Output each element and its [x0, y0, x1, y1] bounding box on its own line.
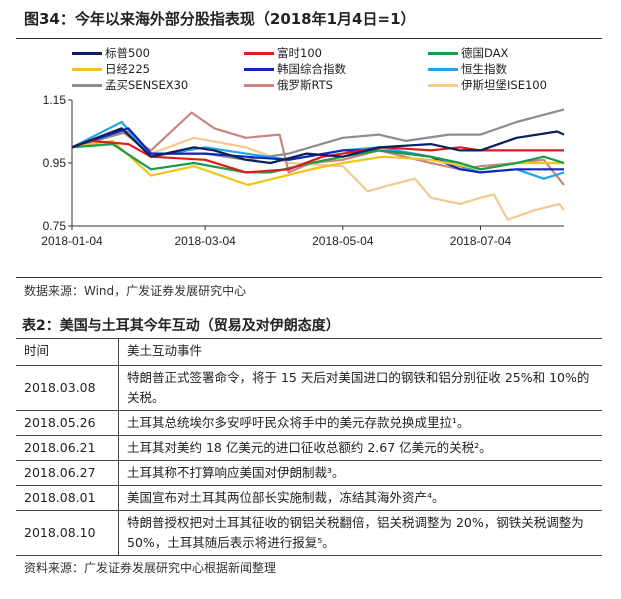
legend-label: 德国DAX: [461, 46, 509, 60]
legend-swatch: [244, 67, 274, 71]
row-date: 2018.08.10: [16, 510, 119, 556]
legend-label: 富时100: [277, 46, 322, 60]
table-row: 2018.08.10 特朗普授权把对土耳其征收的钢铝关税翻倍，铝关税调整为 20%…: [16, 510, 602, 556]
legend-label: 伊斯坦堡ISE100: [461, 78, 547, 92]
legend-item: 富时100: [244, 46, 322, 60]
legend-item: 标普500: [72, 46, 150, 60]
header-date: 时间: [16, 338, 119, 366]
series-line-标普500: [71, 127, 565, 165]
row-event: 特朗普授权把对土耳其征收的钢铝关税翻倍，铝关税调整为 20%，钢铁关税调整为 5…: [118, 510, 602, 556]
row-event: 土耳其称不打算响应美国对伊朗制裁³。: [118, 460, 602, 486]
row-date: 2018.05.26: [16, 410, 119, 436]
table-row: 2018.05.26 土耳其总统埃尔多安呼吁民众将手中的美元存款兑换成里拉¹。: [16, 410, 602, 436]
x-tick-label: 2018-05-04: [312, 234, 374, 248]
legend-swatch: [428, 67, 458, 71]
legend-item: 日经225: [72, 62, 150, 76]
legend-item: 韩国综合指数: [244, 62, 346, 76]
x-tick-label: 2018-03-04: [174, 234, 236, 248]
y-tick-label: 1.15: [43, 93, 67, 107]
legend-swatch: [428, 83, 458, 87]
legend-swatch: [428, 51, 458, 55]
legend-swatch: [244, 51, 274, 55]
line-chart: 0.75 0.95 1.15 2018-01-04 2018-03-04 2018-05-…: [41, 93, 565, 248]
legend-label: 俄罗斯RTS: [277, 78, 333, 92]
header-event: 美土互动事件: [118, 338, 602, 366]
title-divider: [16, 38, 602, 39]
table-row: 2018.06.27 土耳其称不打算响应美国对伊朗制裁³。: [16, 460, 602, 486]
legend-label: 孟买SENSEX30: [105, 78, 189, 92]
series-line-韩国综合指数: [71, 127, 564, 174]
figure-source: 数据来源：Wind，广发证券发展研究中心: [24, 284, 247, 298]
legend-label: 韩国综合指数: [277, 62, 346, 76]
source-divider: [16, 277, 602, 278]
series-line-伊斯坦堡ISE100: [71, 130, 565, 221]
figure-title: 图34：今年以来海外部分股指表现（2018年1月4日=1）: [24, 10, 416, 28]
events-table: 时间 美土互动事件 2018.03.08 特朗普正式签署命令，将于 15 天后对美…: [16, 338, 602, 556]
legend-item: 德国DAX: [428, 46, 508, 60]
legend-item: 孟买SENSEX30: [72, 78, 188, 92]
table-row: 2018.06.21 土耳其对美约 18 亿美元的进口征收总额约 2.67 亿美元…: [16, 435, 602, 461]
row-date: 2018.06.27: [16, 460, 119, 486]
legend-swatch: [244, 83, 274, 87]
table-title: 表2：美国与土耳其今年互动（贸易及对伊朗态度）: [22, 318, 340, 334]
table-source: 资料来源：广发证券发展研究中心根据新闻整理: [24, 561, 277, 575]
row-date: 2018.06.21: [16, 435, 119, 461]
row-event: 土耳其总统埃尔多安呼吁民众将手中的美元存款兑换成里拉¹。: [118, 410, 602, 436]
row-date: 2018.03.08: [16, 365, 119, 411]
x-tick-label: 2018-01-04: [41, 234, 103, 248]
legend-swatch: [72, 83, 102, 87]
row-event: 美国宣布对土耳其两位部长实施制裁，冻结其海外资产⁴。: [118, 485, 602, 511]
x-tick-label: 2018-07-04: [450, 234, 512, 248]
legend-label: 标普500: [105, 46, 150, 60]
row-event: 特朗普正式签署命令，将于 15 天后对美国进口的钢铁和铝分别征收 25%和 10…: [118, 365, 602, 411]
legend-swatch: [72, 67, 102, 71]
y-tick-label: 0.75: [43, 219, 67, 233]
legend-label: 恒生指数: [461, 62, 507, 76]
y-tick-label: 0.95: [43, 156, 67, 170]
table-row: 2018.08.01 美国宣布对土耳其两位部长实施制裁，冻结其海外资产⁴。: [16, 485, 602, 511]
legend-item: 俄罗斯RTS: [244, 78, 333, 92]
legend-item: 伊斯坦堡ISE100: [428, 78, 547, 92]
legend-swatch: [72, 51, 102, 55]
table-row: 2018.03.08 特朗普正式签署命令，将于 15 天后对美国进口的钢铁和铝分别…: [16, 365, 602, 411]
legend-label: 日经225: [105, 62, 150, 76]
row-date: 2018.08.01: [16, 485, 119, 511]
table-header-row: 时间 美土互动事件: [16, 338, 602, 366]
legend-item: 恒生指数: [428, 62, 507, 76]
row-event: 土耳其对美约 18 亿美元的进口征收总额约 2.67 亿美元的关税²。: [118, 435, 602, 461]
